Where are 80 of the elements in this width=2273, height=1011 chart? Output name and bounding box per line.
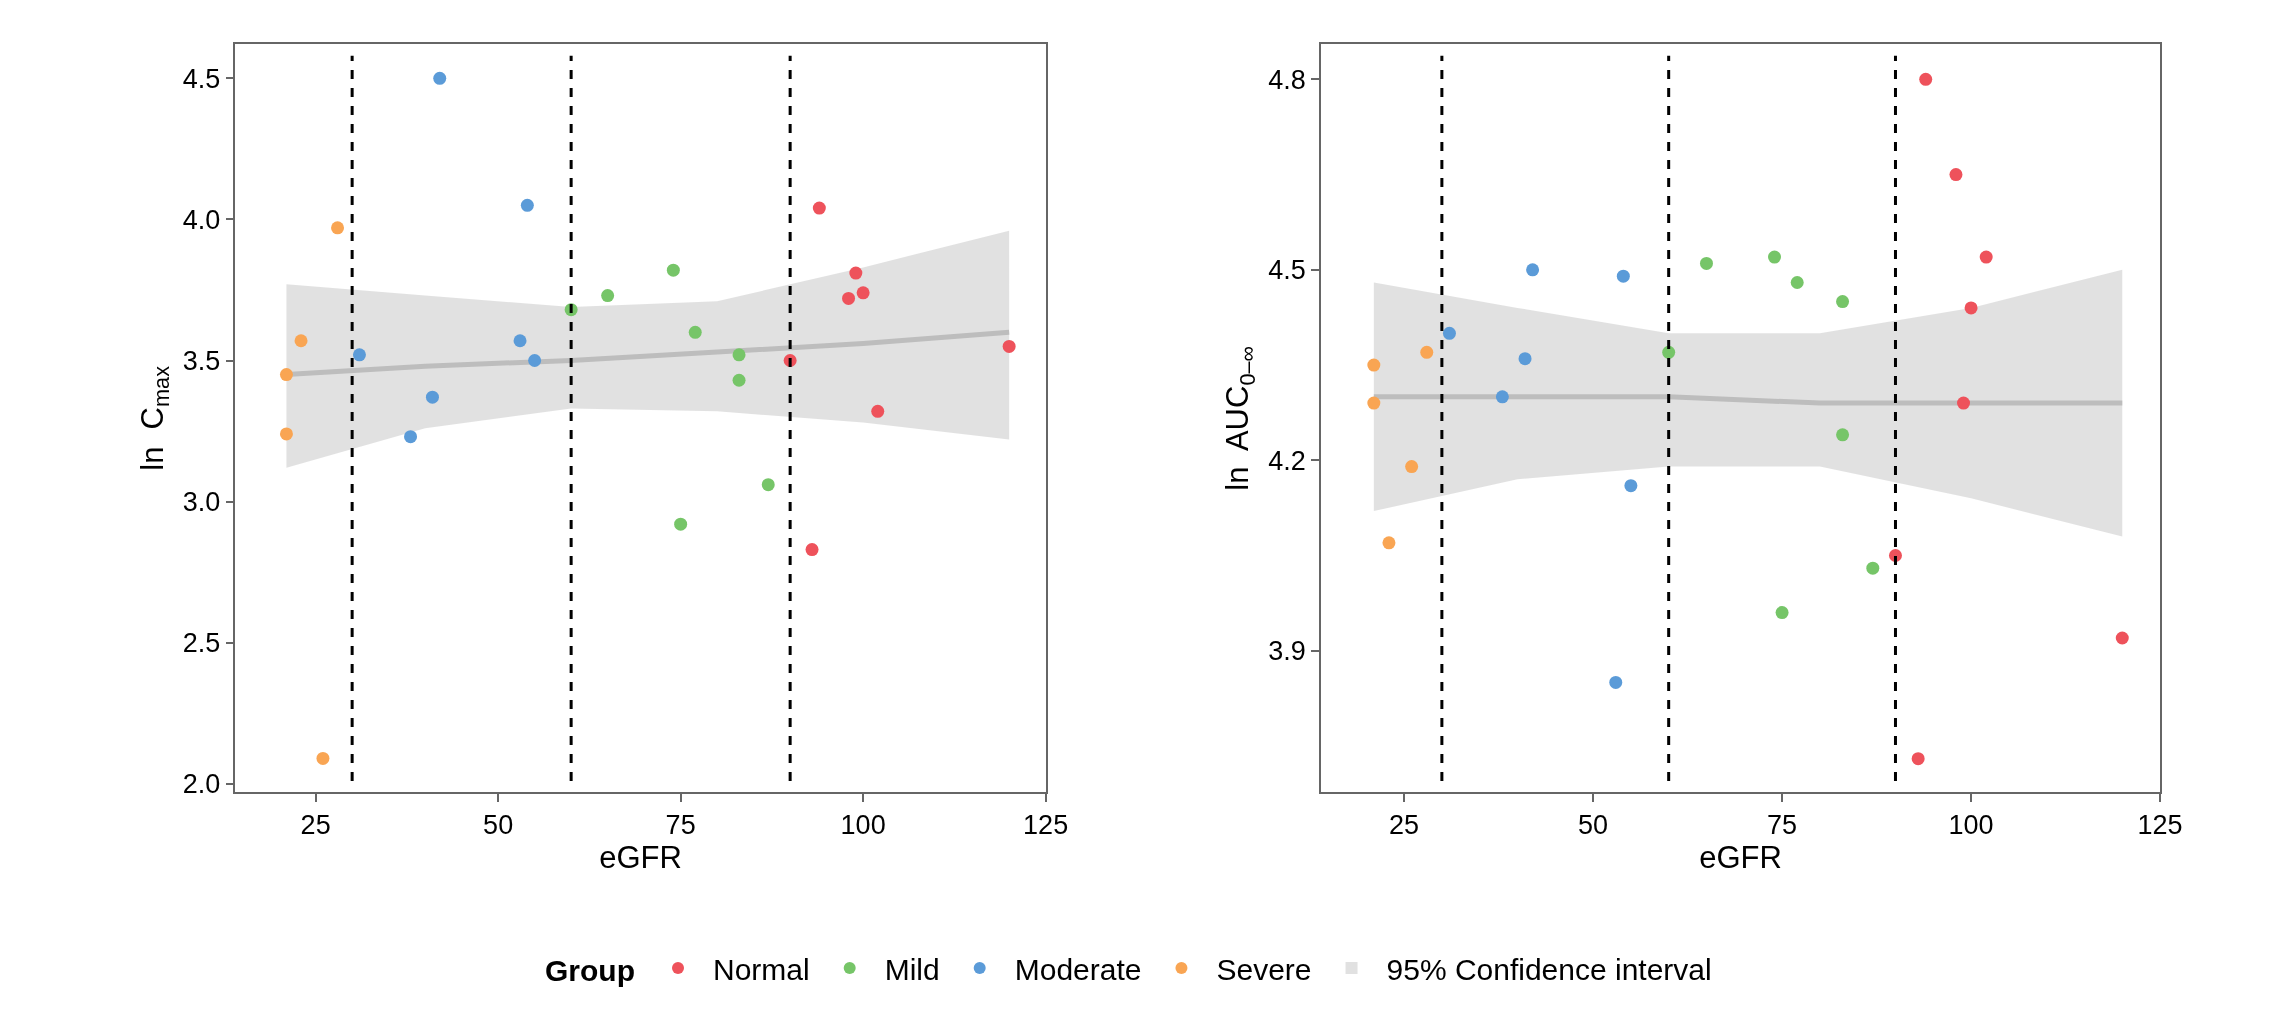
y-tick-label: 4.5 [182, 63, 221, 94]
point [1382, 536, 1396, 550]
point [1979, 250, 1993, 264]
point [279, 427, 293, 441]
point [805, 543, 819, 557]
point [331, 221, 345, 235]
y-tick-label: 4.8 [1268, 64, 1306, 95]
point [1367, 396, 1381, 410]
y-tick-label: 3.9 [1268, 636, 1306, 667]
point [294, 334, 308, 348]
point [601, 289, 615, 303]
point [1949, 168, 1963, 182]
point [520, 198, 534, 212]
point [812, 201, 826, 215]
x-tick-label: 25 [300, 810, 331, 841]
x-tick-label: 75 [665, 810, 696, 841]
legend-title: Group [545, 954, 635, 987]
point [316, 751, 330, 765]
point [732, 373, 746, 387]
point [1957, 396, 1971, 410]
point [1699, 256, 1713, 270]
y-tick-label: 3.0 [182, 487, 221, 518]
point [513, 334, 527, 348]
point [666, 263, 680, 277]
point [1420, 345, 1434, 359]
legend-label: Mild [884, 952, 940, 986]
point [1624, 479, 1638, 493]
point [1775, 606, 1789, 620]
y-tick-label: 2.0 [182, 769, 221, 800]
point [1405, 460, 1419, 474]
y-tick-label: 4.5 [1268, 255, 1306, 286]
point [688, 325, 702, 339]
x-tick-label: 125 [2137, 810, 2183, 841]
x-tick-label: 25 [1389, 810, 1420, 841]
point [352, 348, 366, 362]
y-tick-label: 4.0 [182, 204, 221, 235]
point [1964, 301, 1978, 315]
x-tick-label: 75 [1767, 810, 1798, 841]
point [1367, 358, 1381, 372]
x-tick-label: 100 [1948, 810, 1994, 841]
point [732, 348, 746, 362]
point [1518, 352, 1532, 366]
point [856, 286, 870, 300]
x-tick-label: 125 [1023, 810, 1069, 841]
point [871, 404, 885, 418]
point [2115, 631, 2129, 645]
point [1768, 250, 1782, 264]
legend-label: Moderate [1014, 952, 1142, 986]
point [761, 478, 775, 492]
point [1919, 72, 1933, 86]
point [1442, 326, 1456, 340]
x-tick-label: 100 [840, 810, 886, 841]
point [1609, 675, 1623, 689]
point [433, 71, 447, 85]
y-tick-label: 3.5 [182, 345, 221, 376]
y-tick-label: 2.5 [182, 628, 221, 659]
y-tick-label: 4.2 [1268, 445, 1306, 476]
x-axis-title: eGFR [599, 840, 682, 876]
point [1526, 263, 1540, 277]
point [425, 390, 439, 404]
point [279, 368, 293, 382]
legend-label: Severe [1216, 952, 1312, 986]
legend-label: Normal [713, 952, 810, 986]
legend-label: 95% Confidence interval [1386, 952, 1712, 986]
point [1790, 276, 1804, 289]
point [1911, 752, 1925, 766]
point [1616, 269, 1630, 283]
point [849, 266, 863, 280]
point [1836, 428, 1850, 442]
point [842, 291, 856, 305]
x-axis-title: eGFR [1699, 840, 1782, 876]
point [674, 517, 688, 531]
point [404, 430, 418, 444]
point [1866, 561, 1880, 575]
point [528, 354, 542, 367]
point [1002, 339, 1016, 353]
point [1495, 390, 1509, 404]
x-tick-label: 50 [1578, 810, 1609, 841]
x-tick-label: 50 [483, 810, 514, 841]
point [1836, 295, 1850, 309]
